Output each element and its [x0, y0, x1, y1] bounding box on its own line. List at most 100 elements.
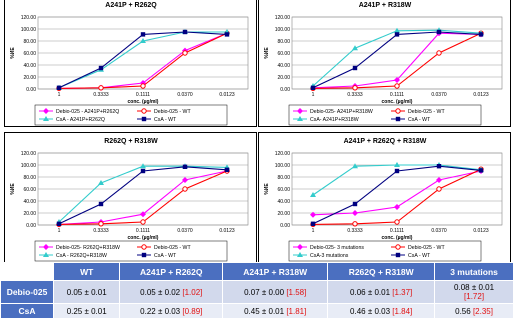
chart-2: A241P + R318W 0.00 20.00 40.00 60.00 80.00 100… [264, 2, 503, 126]
chart-title: A241P + R318W [359, 2, 412, 9]
data-point [43, 252, 49, 257]
data-point [394, 77, 400, 83]
data-point [394, 32, 400, 37]
table-header-wt: WT [52, 262, 121, 281]
table-cell: 0.05 ± 0.01 [52, 280, 121, 304]
data-point [140, 32, 146, 37]
data-point [43, 244, 49, 250]
x-axis-label: conc. (µg/ml) [128, 99, 159, 105]
data-point [141, 108, 147, 114]
y-tick-label: 100.00 [275, 27, 291, 33]
y-tick-label: 0.00 [280, 223, 290, 229]
y-axis-label: %ИЕ [10, 47, 16, 59]
y-tick-label: 100.00 [21, 163, 37, 169]
legend-entry: CsA- A241P+R318W [310, 117, 359, 123]
data-point [98, 180, 104, 185]
table-cell: 0.22 ± 0.03 [0.89] [119, 303, 224, 319]
x-axis-label: conc. (µg/ml) [382, 99, 413, 105]
table-cell: 0.46 ± 0.03 [1.84] [327, 303, 436, 319]
data-point [352, 85, 358, 91]
data-point [436, 29, 442, 35]
chart-4: A241P + R262Q + R318W 0.00 20.00 40.00 60.00… [264, 138, 503, 262]
table-cell: 0.45 ± 0.01 [1.81] [222, 303, 329, 319]
data-point [352, 163, 358, 169]
table-header-a241p-r262q: A241P + R262Q [119, 262, 224, 281]
x-tick-label: 0.3333 [347, 228, 363, 234]
x-tick-label: 0.0370 [177, 228, 193, 234]
data-point [352, 221, 358, 227]
data-point [436, 50, 442, 56]
data-point [182, 164, 188, 169]
data-point [478, 168, 484, 173]
x-tick-label: 1 [58, 228, 61, 234]
row-label-csa: CsA [0, 303, 54, 319]
y-axis-label: %ИЕ [264, 183, 270, 195]
data-point [297, 116, 303, 121]
y-tick-label: 100.00 [21, 27, 37, 33]
legend [288, 240, 482, 262]
y-tick-label: 0.00 [280, 87, 290, 93]
data-point [297, 252, 303, 257]
y-tick-label: 20.00 [23, 211, 36, 217]
data-point [98, 85, 104, 91]
legend-entry: Debio-025 - WT [408, 245, 445, 251]
data-point [395, 108, 401, 114]
data-point [394, 219, 400, 225]
data-point [394, 204, 400, 210]
data-point [56, 221, 62, 226]
table-header-3-mutations: 3 mutations [434, 262, 514, 281]
legend-entry: Debio-025- R262Q+R318W [56, 245, 120, 251]
data-point [98, 201, 104, 207]
y-tick-label: 0.00 [26, 223, 36, 229]
y-tick-label: 100.00 [275, 163, 291, 169]
x-tick-label: 0.0123 [219, 92, 235, 98]
legend-entry: Debio-025 - WT [408, 109, 445, 115]
data-point [43, 108, 49, 114]
x-tick-label: 1 [312, 228, 315, 234]
data-point [56, 85, 62, 90]
y-tick-label: 60.00 [23, 51, 36, 57]
legend-entry: CsA - WT [408, 117, 431, 123]
data-point [297, 108, 303, 114]
y-tick-label: 40.00 [277, 199, 290, 205]
chart-panel-3: R262Q + R318W 0.00 20.00 40.00 60.00 80.00 100… [4, 132, 257, 263]
chart-panel-4: A241P + R262Q + R318W 0.00 20.00 40.00 60.00… [258, 132, 511, 263]
chart-title: A241P + R262Q [105, 2, 157, 9]
x-tick-label: 0.0370 [431, 92, 447, 98]
x-axis-label: conc. (µg/ml) [382, 235, 413, 241]
legend-entry: Debio-025- 3 mutations [310, 245, 364, 251]
data-point [182, 186, 188, 192]
x-tick-label: 0.3333 [93, 92, 109, 98]
table-row: Debio-025 0.05 ± 0.01 0.05 ± 0.02 [1.02]… [0, 280, 514, 304]
x-tick-label: 0.0123 [219, 228, 235, 234]
data-point [297, 244, 303, 250]
y-tick-label: 40.00 [23, 199, 36, 205]
table-header-row: WT A241P + R262Q A241P + R318W R262Q + R… [0, 262, 514, 281]
data-point [395, 244, 401, 250]
y-tick-label: 20.00 [23, 75, 36, 81]
legend-entry: CsA - R262Q+R318W [56, 253, 107, 259]
chart-3: R262Q + R318W 0.00 20.00 40.00 60.00 80.00 100… [10, 138, 249, 262]
data-point [310, 211, 316, 218]
y-tick-label: 120.00 [275, 151, 291, 157]
data-point [478, 32, 484, 37]
row-label-debio: Debio-025 [0, 280, 54, 304]
x-tick-label: 0.0123 [473, 92, 489, 98]
legend [34, 240, 228, 262]
legend-entry: CsA-3 mutations [310, 253, 349, 259]
series-4 [310, 164, 484, 226]
x-tick-label: 0.1111 [390, 228, 404, 234]
data-point [352, 210, 358, 216]
data-point [394, 83, 400, 89]
data-point [140, 168, 146, 174]
data-point [182, 50, 188, 56]
y-tick-label: 120.00 [275, 15, 291, 21]
legend [34, 104, 228, 126]
table-row: CsA 0.25 ± 0.01 0.22 ± 0.03 [0.89] 0.45 … [0, 303, 514, 319]
data-point [141, 252, 147, 258]
x-tick-label: 1 [58, 92, 61, 98]
chart-panel-2: A241P + R318W 0.00 20.00 40.00 60.00 80.00 100… [258, 0, 511, 127]
series-4 [310, 29, 484, 90]
data-point [141, 116, 147, 122]
series-4 [56, 29, 230, 90]
